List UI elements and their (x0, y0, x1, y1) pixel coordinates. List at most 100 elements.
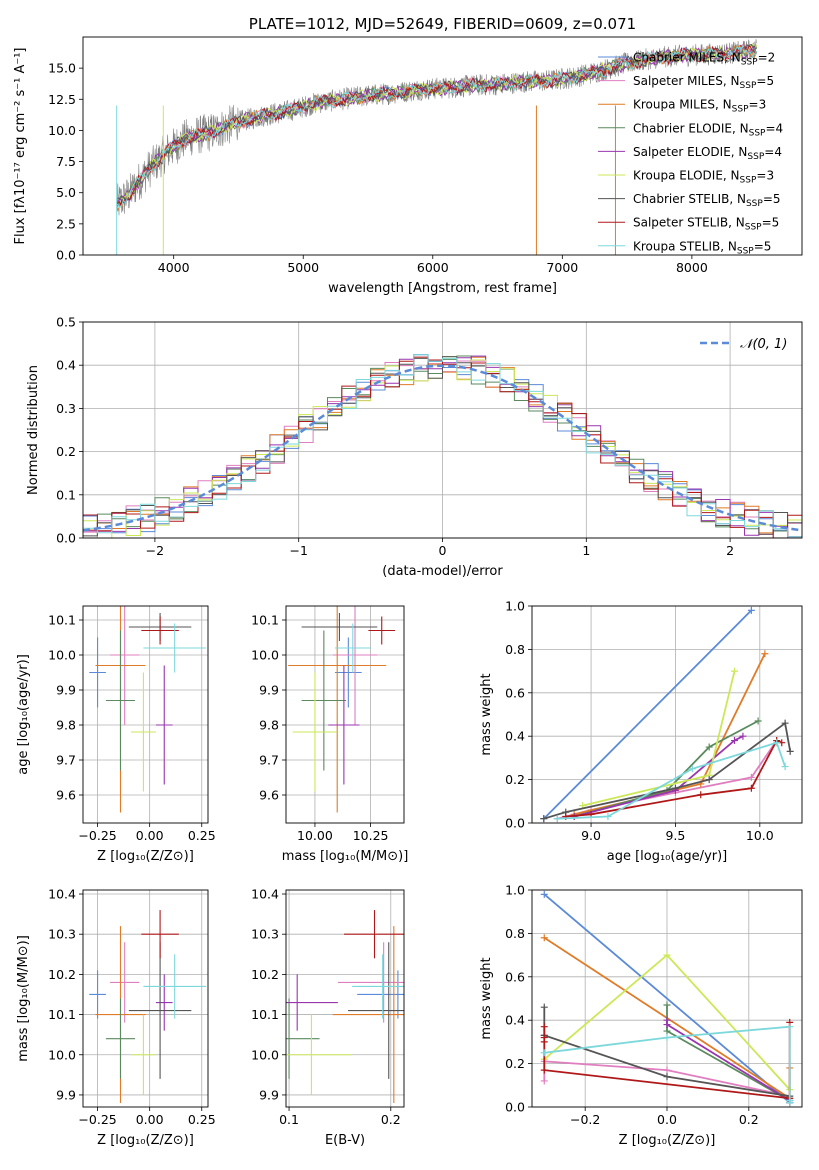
weight-marker (786, 1099, 794, 1107)
errorbar-kroupa-stelib (143, 954, 206, 1019)
legend-sub: SSP (746, 199, 763, 209)
y-tick-label: 0.2 (505, 772, 525, 787)
y-tick-label: 10.0 (251, 1047, 279, 1062)
x-tick-label: 4000 (158, 260, 190, 275)
x-tick-label: −0.25 (78, 828, 116, 843)
axes-frame (82, 321, 803, 539)
y-tick-label: 2.5 (56, 216, 76, 231)
errorbar-salpeter-miles (110, 942, 140, 1023)
y-axis-label: mass weight (479, 957, 494, 1039)
weight-marker (604, 812, 612, 820)
panel-2: −2 −1 0 1 2 0.0 0.1 0.2 0.3 0.4 0.5 𝒩(0, 1) (data-mo… (26, 315, 803, 579)
errorbar-salpeter-stelib (141, 616, 179, 645)
x-axis-label: wavelength [Angstrom, rest frame] (328, 281, 557, 296)
y-tick-label: 0.4 (56, 358, 76, 373)
legend-name: Chabrier MILES, N (633, 51, 741, 65)
chart-title: PLATE=1012, MJD=52649, FIBERID=0609, z=0… (249, 15, 636, 33)
errorbar-chabrier-miles (89, 637, 106, 708)
errorbar-salpeter-miles (110, 606, 140, 725)
x-axis-label: Z [log₁₀(Z/Z⊙)] (97, 1133, 194, 1148)
legend-suffix: =3 (756, 169, 774, 183)
weight-marker (540, 1023, 548, 1031)
legend-suffix: =5 (754, 239, 772, 253)
legend-label-salpeter-elodie: Salpeter ELODIE, NSSP=4 (633, 145, 782, 162)
y-tick-label: 10.1 (48, 1007, 76, 1022)
model-spectrum-kroupa-elodie (116, 43, 758, 201)
y-tick-label: 0.4 (505, 1013, 525, 1028)
legend-sub: SSP (740, 176, 757, 186)
weight-marker (781, 763, 789, 771)
panel-4: 10.00 10.25 9.6 9.7 9.8 9.9 10.0 10.1 mass [log₁… (251, 605, 408, 864)
y-tick-label: 15.0 (48, 61, 76, 76)
y-axis-label: age [log₁₀(age/yr)] (16, 654, 31, 775)
x-tick-label: −2 (146, 543, 164, 558)
y-tick-label: 0.1 (56, 487, 76, 502)
legend: 𝒩(0, 1) (700, 337, 787, 352)
x-tick-label: 9.0 (581, 828, 601, 843)
errorbar-chabrier-elodie (105, 998, 136, 1079)
y-tick-label: 10.1 (251, 613, 279, 628)
y-tick-label: 0.8 (505, 642, 525, 657)
legend-suffix: =4 (765, 121, 783, 135)
errorbar-chabrier-elodie (286, 998, 320, 1079)
y-tick-label: 1.0 (505, 599, 525, 614)
model-spectrum-kroupa-stelib (116, 45, 758, 209)
y-tick-label: 0.6 (505, 685, 525, 700)
errorbar-salpeter-elodie (155, 974, 173, 1031)
errorbar-chabrier-elodie (301, 630, 347, 771)
weight-line-kroupa-stelib (540, 1023, 794, 1107)
legend-suffix: =4 (764, 145, 782, 159)
legend-label-salpeter-miles: Salpeter MILES, NSSP=5 (633, 74, 774, 91)
weight-marker (540, 1077, 548, 1085)
y-tick-label: 12.5 (48, 92, 76, 107)
weight-marker (663, 951, 671, 959)
axes-frame (531, 605, 803, 824)
weight-marker (705, 743, 713, 751)
y-tick-label: 0.5 (56, 315, 76, 330)
weight-marker (781, 719, 789, 727)
y-tick-label: 9.9 (259, 683, 279, 698)
y-tick-label: 9.9 (259, 1087, 279, 1102)
x-axis-label: Z [log₁₀(Z/Z⊙)] (97, 849, 194, 864)
weight-marker (540, 1049, 548, 1057)
weight-marker (663, 1073, 671, 1081)
plot-area (83, 354, 802, 538)
weight-marker (553, 815, 561, 823)
x-axis-label: (data-model)/error (382, 564, 503, 579)
y-tick-label: 9.6 (56, 788, 76, 803)
y-axis-label: Flux [fλ10⁻¹⁷ erg cm⁻² s⁻¹ A⁻¹] (13, 48, 28, 245)
x-tick-label: 0 (439, 543, 447, 558)
weight-marker (540, 1066, 548, 1074)
y-tick-label: 9.9 (56, 1087, 76, 1102)
panel-7: 0.1 0.2 9.9 10.0 10.1 10.2 10.3 10.4 E(B-V) (251, 887, 405, 1148)
x-tick-label: 9.5 (665, 828, 685, 843)
panel-3: −0.25 0.00 0.25 9.6 9.7 9.8 9.9 10.0 10.1 Z [log₁… (16, 605, 216, 864)
y-axis-label: Normed distribution (26, 365, 41, 495)
weight-marker (671, 784, 679, 792)
errorbar-kroupa-stelib (143, 623, 206, 673)
x-tick-label: 0.2 (381, 1112, 401, 1127)
weight-path (543, 609, 753, 820)
weight-marker (747, 784, 755, 792)
x-tick-label: 10.0 (746, 828, 774, 843)
y-tick-label: 0.0 (505, 1100, 525, 1115)
errorbar-chabrier-stelib (348, 942, 404, 1079)
errorbar-kroupa-elodie (130, 672, 156, 792)
x-axis-label: Z [log₁₀(Z/Z⊙)] (619, 1133, 716, 1148)
errorbar-salpeter-elodie (286, 974, 338, 1031)
x-tick-label: 10.25 (353, 828, 389, 843)
legend-label: 𝒩(0, 1) (740, 337, 787, 352)
weight-marker (697, 791, 705, 799)
plot-area (286, 910, 404, 1103)
panel-1: 4000 5000 6000 7000 8000 0.0 2.5 5.0 7.5 10.0 12.5… (13, 36, 803, 296)
weight-marker (540, 1038, 548, 1046)
weight-marker (786, 1023, 794, 1031)
x-tick-label: −1 (289, 543, 307, 558)
y-axis-label: mass [log₁₀(M/M⊙)] (16, 935, 31, 1062)
legend-suffix: =5 (756, 74, 774, 88)
legend-name: Chabrier STELIB, N (633, 192, 746, 206)
plot-area (540, 890, 794, 1107)
weight-marker (688, 765, 696, 773)
